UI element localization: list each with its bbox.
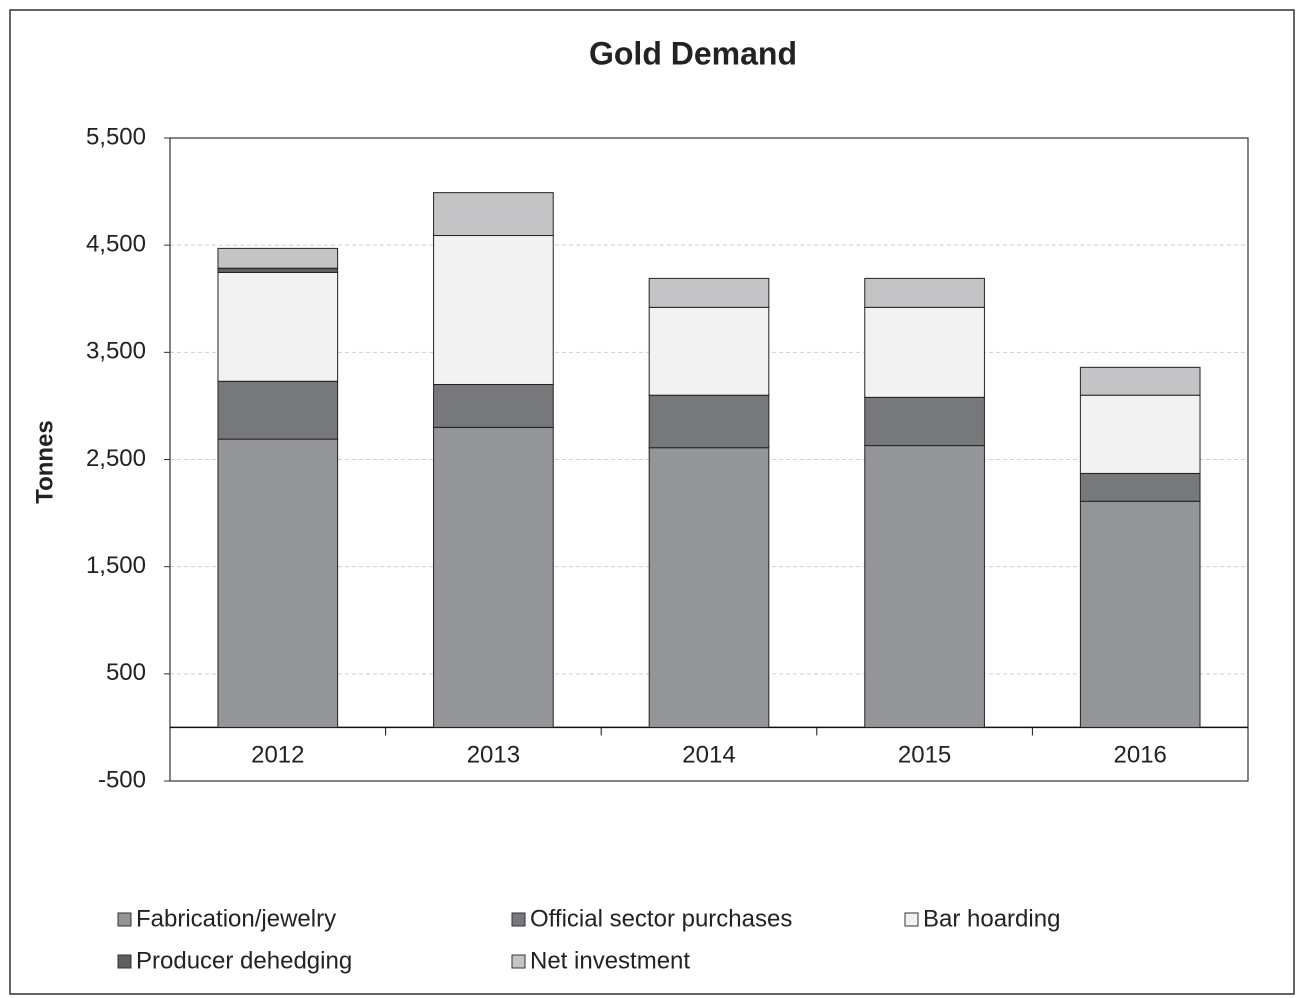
y-axis-label: Tonnes: [31, 420, 58, 504]
y-tick-label: 2,500: [86, 445, 146, 472]
legend-swatch: [511, 954, 526, 969]
legend-swatch: [511, 912, 526, 927]
y-tick-label: 500: [106, 659, 146, 686]
y-tick-label: 3,500: [86, 338, 146, 365]
legend-label: Producer dehedging: [136, 947, 352, 974]
x-tick-label: 2014: [682, 742, 735, 769]
x-tick-label: 2013: [467, 742, 520, 769]
bar-segment: [433, 192, 554, 237]
legend-label: Net investment: [530, 947, 690, 974]
bar-segment: [648, 447, 770, 728]
bar-segment: [217, 438, 339, 728]
bar-segment: [864, 306, 985, 398]
legend-label: Fabrication/jewelry: [136, 905, 336, 932]
bar-segment: [1079, 500, 1201, 728]
bar-segment: [217, 267, 339, 273]
legend-label: Official sector purchases: [530, 905, 792, 932]
legend-swatch: [117, 912, 132, 927]
x-tick-label: 2016: [1114, 742, 1167, 769]
bar-segment: [1079, 472, 1201, 502]
y-tick-label: 1,500: [86, 552, 146, 579]
x-tick-label: 2015: [898, 742, 951, 769]
bar-segment: [217, 271, 339, 382]
legend-label: Bar hoarding: [923, 905, 1060, 932]
bar-segment: [648, 277, 770, 308]
bar-segment: [648, 306, 770, 396]
bar-segment: [864, 277, 985, 308]
bar-segment: [217, 247, 339, 269]
bar-segment: [1079, 394, 1201, 474]
bar-segment: [864, 396, 985, 447]
bar-segment: [217, 380, 339, 440]
y-tick-label: 4,500: [86, 231, 146, 258]
bar-segment: [433, 235, 554, 385]
legend-swatch: [117, 954, 132, 969]
plot-area: [169, 137, 1249, 782]
bar-segment: [864, 445, 985, 728]
chart-title: Gold Demand: [589, 35, 797, 71]
bar-segment: [433, 383, 554, 428]
bar-segment: [1079, 366, 1201, 396]
bar-segment: [648, 394, 770, 449]
x-tick-label: 2012: [251, 742, 304, 769]
legend-swatch: [904, 912, 919, 927]
y-tick-label: 5,500: [86, 123, 146, 150]
y-tick-label: -500: [98, 766, 146, 793]
bar-segment: [433, 426, 554, 728]
